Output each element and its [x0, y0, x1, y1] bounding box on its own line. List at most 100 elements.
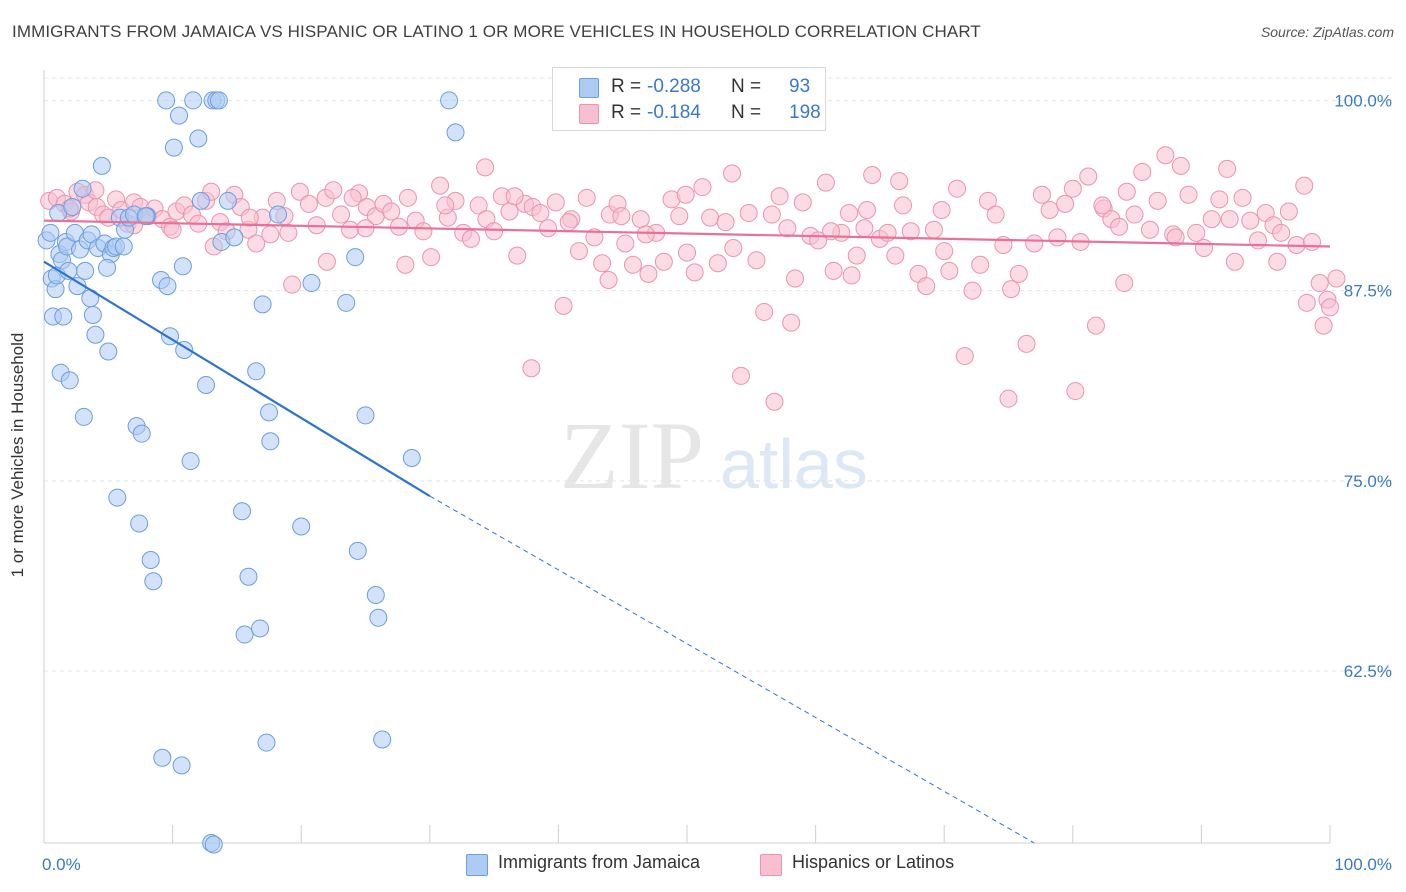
hispanic-point: [842, 266, 861, 285]
hispanic-point: [1115, 274, 1134, 293]
jamaica-point: [99, 342, 118, 361]
jamaica-point: [108, 488, 127, 507]
hispanic-point: [639, 264, 658, 283]
jamaica-point: [130, 514, 149, 533]
legend-n-label: N =: [731, 102, 762, 123]
hispanic-point: [324, 181, 343, 200]
jamaica-trend-extension: [429, 495, 1035, 844]
jamaica-point: [218, 191, 237, 210]
hispanic-point: [332, 205, 351, 224]
trend-lines: [43, 219, 1331, 844]
hispanic-point: [824, 261, 843, 280]
jamaica-point: [189, 129, 208, 148]
hispanic-point: [1048, 228, 1067, 247]
hispanic-point: [978, 191, 997, 210]
hispanic-point: [1314, 316, 1333, 335]
jamaica-point: [302, 274, 321, 293]
hispanic-point: [924, 220, 943, 239]
hispanic-point: [762, 205, 781, 224]
hispanic-trend-line: [43, 219, 1331, 248]
hispanic-point: [1272, 223, 1291, 242]
hispanic-point: [1202, 210, 1221, 229]
hispanic-point: [559, 213, 578, 232]
hispanic-point: [1079, 167, 1098, 186]
jamaica-point: [440, 91, 459, 110]
jamaica-point: [173, 257, 192, 276]
hispanic-point: [1133, 162, 1152, 181]
hispanic-point: [847, 246, 866, 265]
hispanic-point: [261, 225, 280, 244]
jamaica-point: [170, 106, 189, 125]
jamaica-point: [233, 502, 252, 521]
hispanic-point: [816, 173, 835, 192]
jamaica-point: [446, 123, 465, 142]
bottom-legend-label: Hispanics or Latinos: [792, 852, 955, 872]
jamaica-point: [144, 572, 163, 591]
hispanic-point: [732, 366, 751, 385]
jamaica-point: [83, 305, 102, 324]
hispanic-point: [343, 188, 362, 207]
jamaica-point: [253, 295, 272, 314]
jamaica-point: [63, 197, 82, 216]
hispanic-point: [685, 263, 704, 282]
hispanic-point: [1125, 205, 1144, 224]
chart-title: IMMIGRANTS FROM JAMAICA VS HISPANIC OR L…: [12, 22, 981, 41]
jamaica-point: [337, 293, 356, 312]
jamaica-point: [184, 91, 203, 110]
jamaica-trend-line: [43, 260, 431, 498]
watermark-zip: ZIP: [560, 402, 704, 509]
hispanic-point: [739, 204, 758, 223]
jamaica-point: [356, 406, 375, 425]
hispanic-point: [999, 389, 1018, 408]
hispanic-point: [1310, 274, 1329, 293]
hispanic-point: [1025, 234, 1044, 253]
jamaica-point: [76, 261, 95, 280]
hispanic-point: [1066, 382, 1085, 401]
hispanic-point: [396, 255, 415, 274]
hispanic-point: [1179, 185, 1198, 204]
hispanic-point: [1302, 232, 1321, 251]
jamaica-point: [132, 424, 151, 443]
source-label: Source: ZipAtlas.com: [1260, 24, 1394, 40]
hispanic-point: [935, 242, 954, 261]
jamaica-point: [98, 258, 117, 277]
correlation-legend: R = -0.288 N = 93 R = -0.184 N = 198: [552, 67, 826, 131]
jamaica-point: [197, 375, 216, 394]
jamaica-point: [158, 277, 177, 296]
hispanic-point: [1187, 223, 1206, 242]
hispanic-point: [1279, 202, 1298, 221]
hispanic-point: [886, 246, 905, 265]
hispanic-point: [382, 202, 401, 221]
hispanic-point: [422, 248, 441, 267]
hispanic-point: [716, 213, 735, 232]
hispanic-point: [1017, 334, 1036, 353]
jamaica-point: [204, 835, 223, 854]
legend-r-label: R =: [611, 76, 642, 97]
jamaica-point: [41, 223, 60, 242]
jamaica-point: [366, 585, 385, 604]
hispanic-point: [569, 242, 588, 261]
hispanic-point: [1268, 252, 1287, 271]
hispanic-point: [755, 302, 774, 321]
hispanic-point: [1218, 159, 1237, 178]
hispanic-point: [1086, 316, 1105, 335]
jamaica-point: [346, 248, 365, 267]
jamaica-point: [257, 733, 276, 752]
jamaica-point: [292, 517, 311, 536]
y-tick-label: 100.0%: [1334, 91, 1392, 110]
jamaica-point: [73, 179, 92, 198]
tick-labels: 100.0% 87.5% 75.0% 62.5% 0.0% 100.0%: [42, 91, 1392, 874]
hispanic-point: [631, 210, 650, 229]
hispanic-point: [585, 228, 604, 247]
hispanic-point: [623, 255, 642, 274]
jamaica-point: [60, 371, 79, 390]
hispanic-point: [593, 254, 612, 273]
hispanic-point: [1056, 194, 1075, 213]
jamaica-point: [191, 191, 210, 210]
hispanic-point: [786, 269, 805, 288]
jamaica-point: [114, 237, 133, 256]
hispanic-point: [723, 164, 742, 183]
hispanic-point: [1194, 239, 1213, 258]
jamaica-point: [153, 748, 172, 767]
